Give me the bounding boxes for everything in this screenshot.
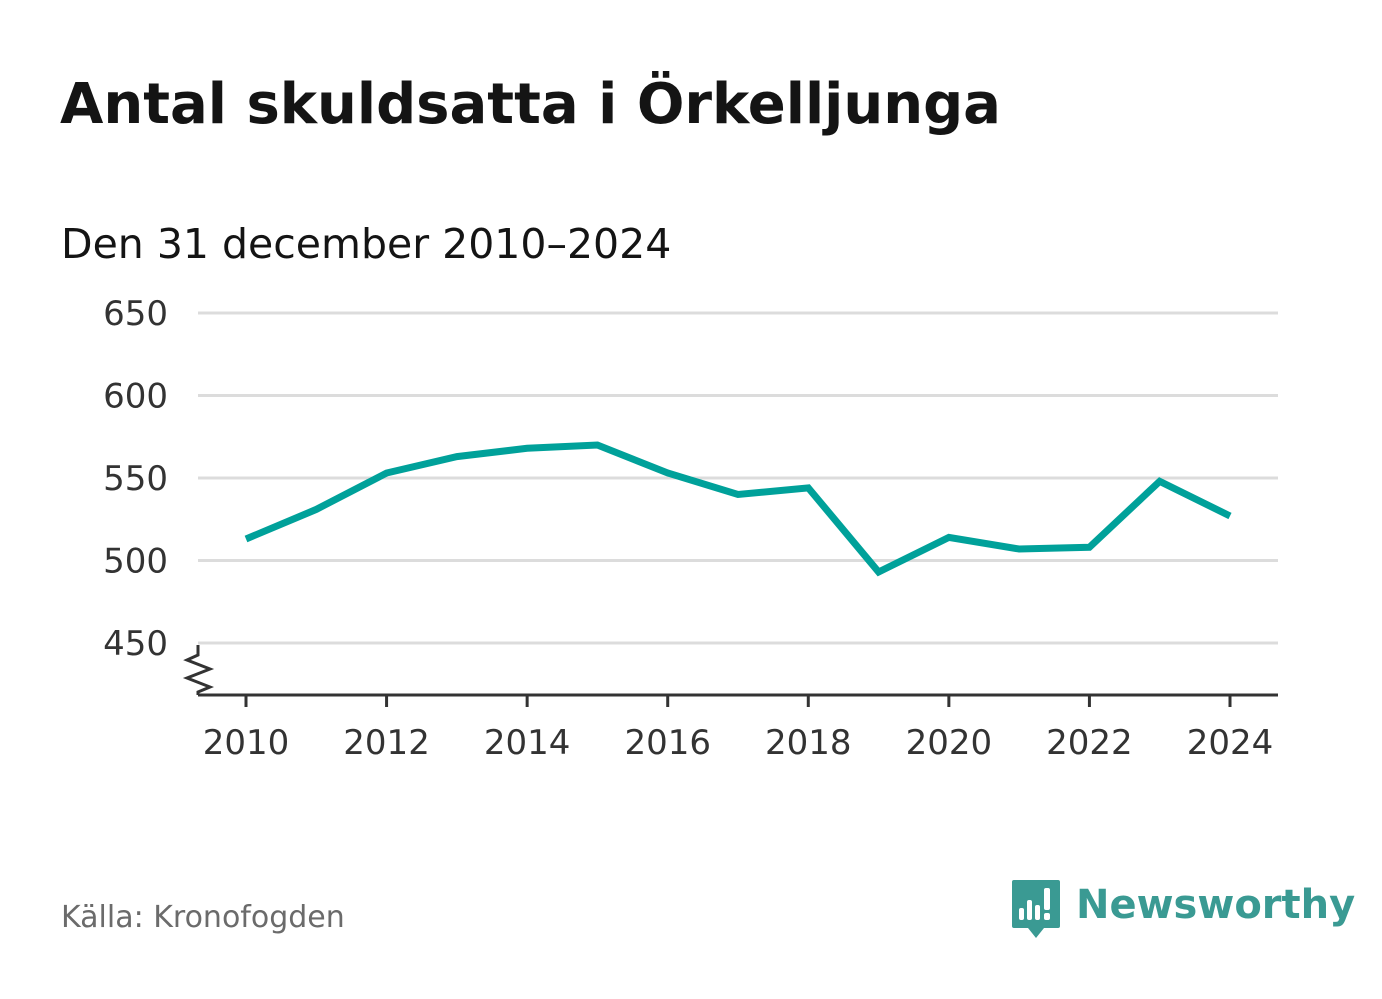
x-axis-labels: 2010 2012 2014 2016 2018 2020 2022 2024 <box>203 723 1274 763</box>
y-axis-break-marker <box>182 645 215 695</box>
x-tick-label: 2022 <box>1046 723 1133 763</box>
newsworthy-logo-icon <box>1012 880 1060 938</box>
x-tick-label: 2018 <box>765 723 852 763</box>
series-layer <box>244 441 1232 577</box>
brand-logo: Newsworthy <box>1010 878 1355 940</box>
brand-name: Newsworthy <box>1076 882 1356 928</box>
x-axis <box>182 645 1278 707</box>
y-axis-labels: 650 600 550 500 450 <box>103 294 168 664</box>
line-chart: 650 600 550 500 450 2010 2012 2014 2016 2018 2020… <box>103 294 1278 763</box>
x-tick-label: 2012 <box>343 723 430 763</box>
series-line <box>244 441 1232 577</box>
y-tick-label: 500 <box>103 542 168 582</box>
source-note: Källa: Kronofogden <box>61 900 345 935</box>
y-tick-label: 450 <box>103 624 168 664</box>
x-tick-label: 2016 <box>624 723 711 763</box>
gridlines <box>198 311 1278 645</box>
chart-title: Antal skuldsatta i Örkelljunga <box>60 72 1001 137</box>
x-tick-label: 2020 <box>906 723 993 763</box>
y-tick-label: 600 <box>103 377 168 417</box>
chart-subtitle: Den 31 december 2010–2024 <box>61 220 672 268</box>
y-tick-label: 550 <box>103 459 168 499</box>
x-tick-label: 2024 <box>1187 723 1274 763</box>
y-tick-label: 650 <box>103 294 168 334</box>
x-tick-label: 2010 <box>203 723 290 763</box>
x-tick-label: 2014 <box>484 723 571 763</box>
